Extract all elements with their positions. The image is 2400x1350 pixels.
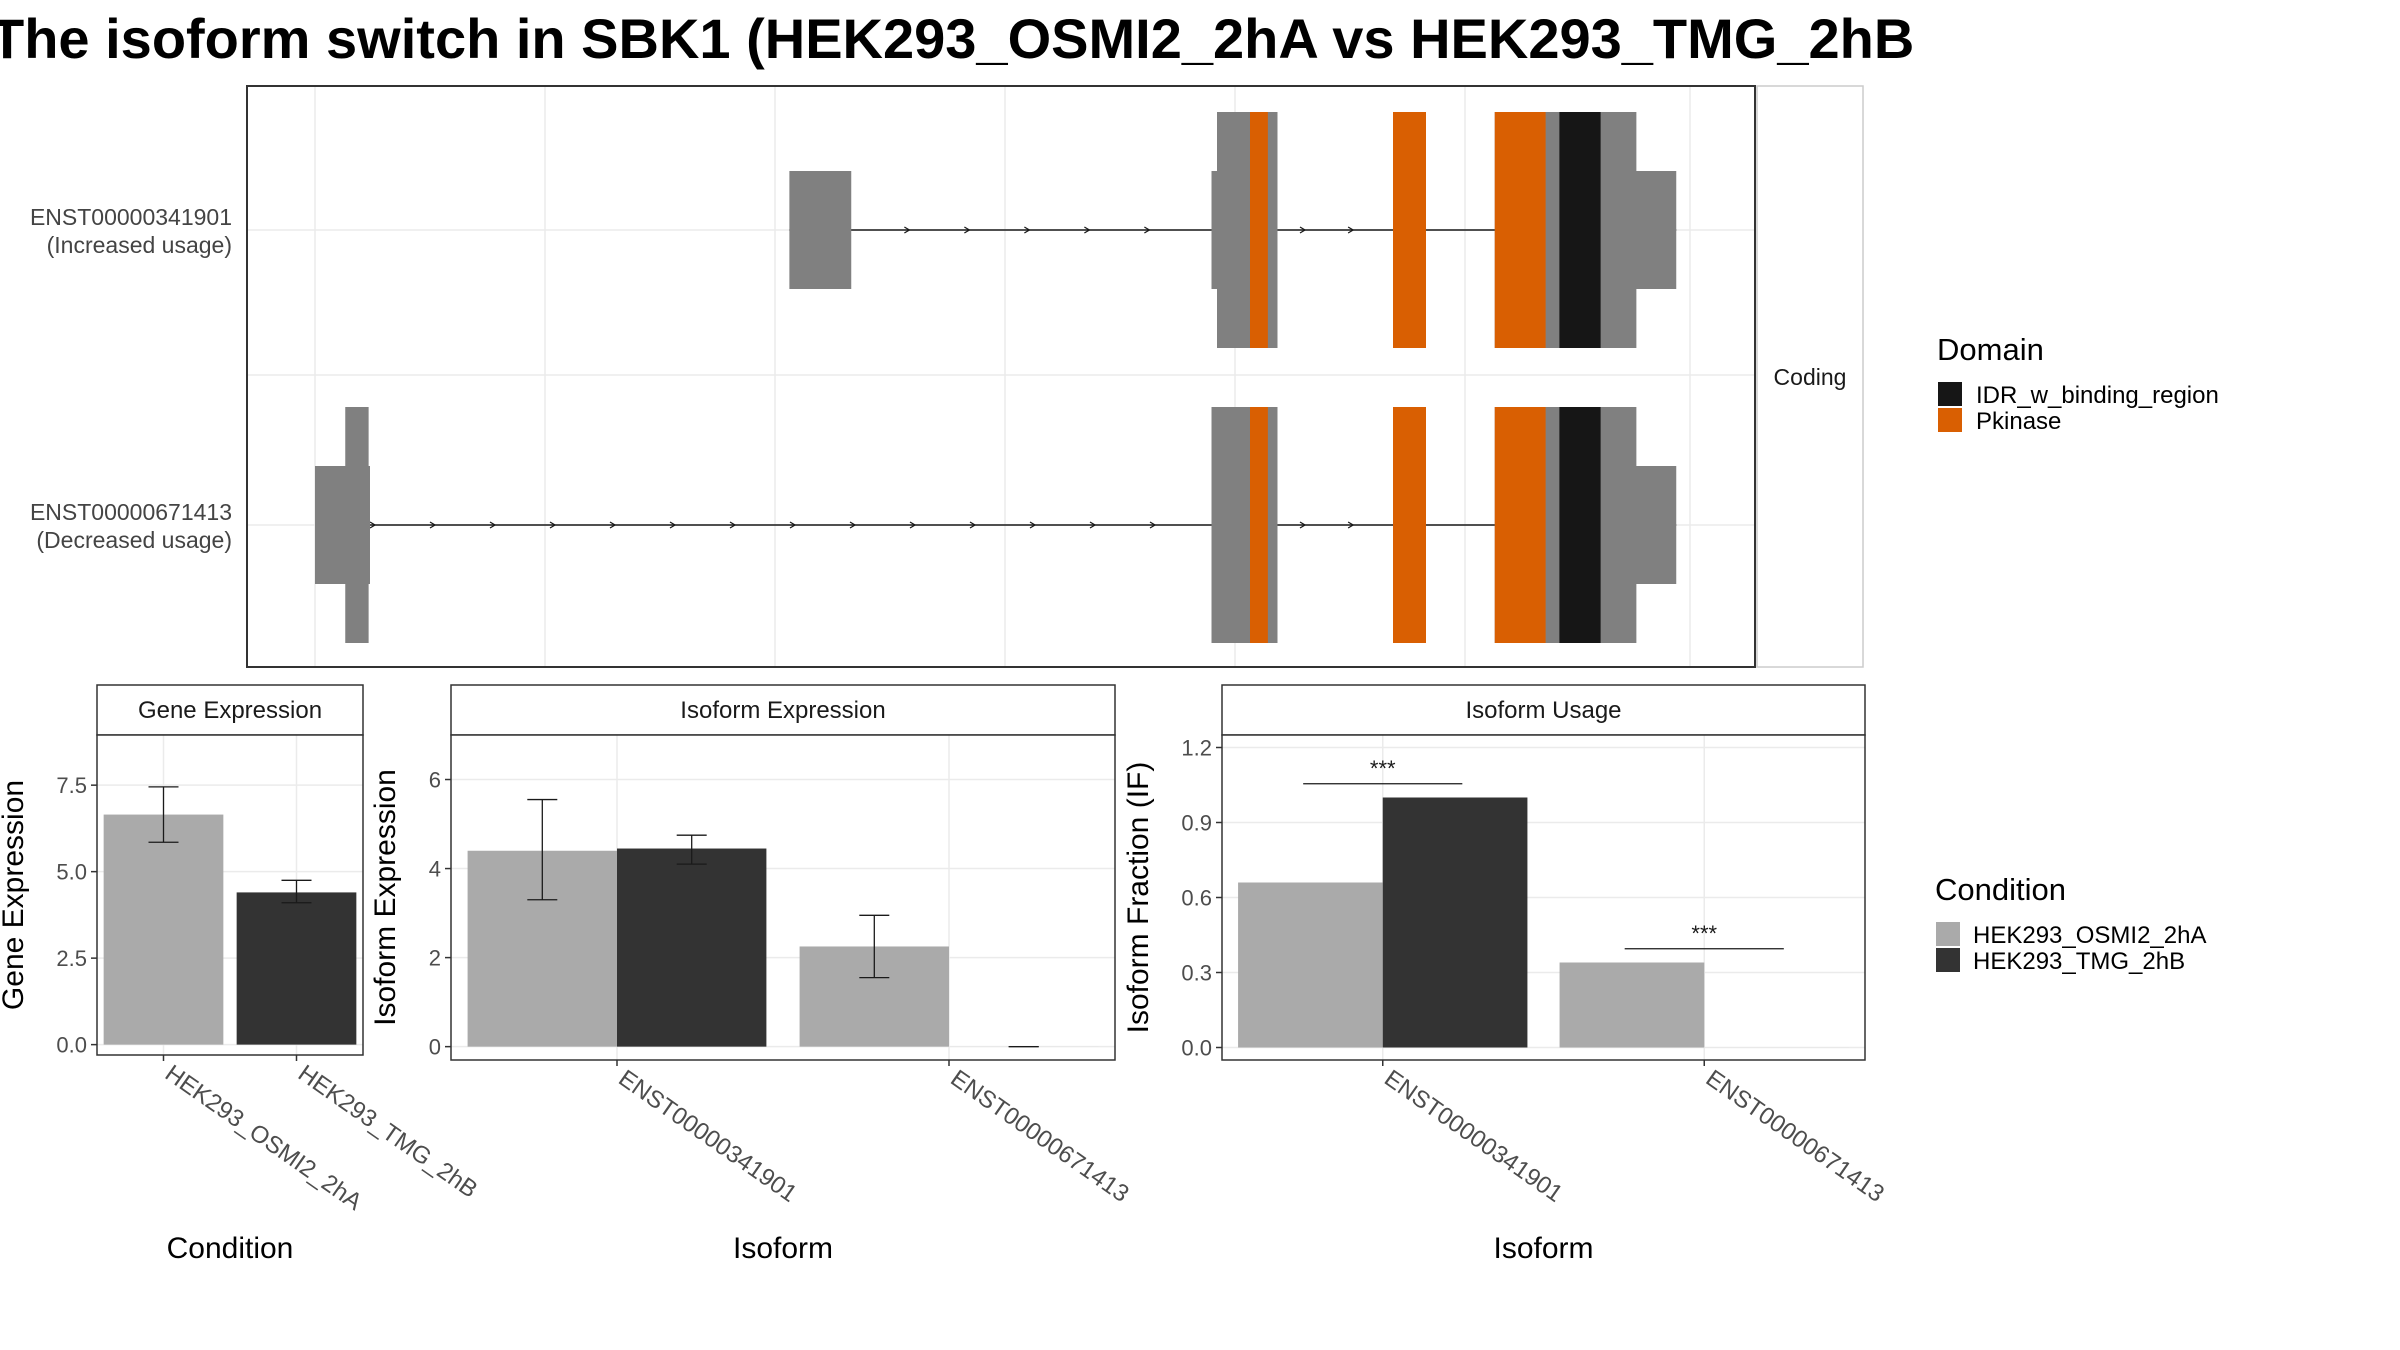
panel-strip bbox=[450, 684, 1116, 736]
legend-swatch-idr bbox=[1938, 382, 1962, 406]
intron-arrow bbox=[849, 521, 857, 529]
y-tick-label: 0.9 bbox=[1181, 811, 1212, 836]
x-tick-label: ENST00000341901 bbox=[1379, 1065, 1567, 1208]
y-tick-label: 0 bbox=[429, 1035, 441, 1060]
pkinase-domain bbox=[1494, 112, 1546, 348]
y-tick-label: 6 bbox=[429, 768, 441, 793]
significance-label: *** bbox=[1370, 756, 1396, 781]
legend-label-condB: HEK293_TMG_2hB bbox=[1973, 948, 2185, 975]
x-tick-label: ENST00000671413 bbox=[1701, 1065, 1889, 1208]
condition-legend: Condition HEK293_OSMI2_2hA HEK293_TMG_2h… bbox=[1935, 872, 2206, 975]
isoform-id-label: ENST00000341901 bbox=[30, 204, 232, 230]
intron-arrow bbox=[549, 521, 557, 529]
y-tick-label: 0.3 bbox=[1181, 961, 1212, 986]
intron-arrow bbox=[1149, 521, 1157, 529]
intron-arrow bbox=[1347, 521, 1355, 529]
intron-arrow bbox=[789, 521, 797, 529]
bar-condA bbox=[103, 814, 224, 1045]
intron-arrow bbox=[969, 521, 977, 529]
panel-border bbox=[450, 734, 1116, 1061]
utr-exon bbox=[789, 171, 852, 289]
intron-arrow bbox=[909, 521, 917, 529]
y-tick-label: 1.2 bbox=[1181, 736, 1212, 761]
domain-legend: Domain IDR_w_binding_region Pkinase bbox=[1937, 332, 2219, 435]
isoform-structure-panel: Coding ENST00000341901(Increased usage) E… bbox=[30, 85, 1864, 668]
isoform-usage-panel: Isoform Usage 0.0 0.3 0.6 0.9 1.2 *** *** ENST00… bbox=[1122, 684, 1889, 1265]
intron-arrow bbox=[669, 521, 677, 529]
bar-condA bbox=[1238, 882, 1383, 1048]
legend-label-pkinase: Pkinase bbox=[1976, 408, 2061, 435]
intron-arrow bbox=[729, 521, 737, 529]
intron-arrow bbox=[1024, 226, 1031, 234]
x-axis-title: Isoform bbox=[733, 1232, 833, 1265]
panel-strip-label: Gene Expression bbox=[138, 697, 322, 724]
cds-exon bbox=[1217, 112, 1278, 348]
structure-strip-label: Coding bbox=[1774, 364, 1847, 390]
intron-arrow bbox=[1089, 521, 1097, 529]
condition-legend-title: Condition bbox=[1935, 872, 2066, 907]
y-tick-label: 0.0 bbox=[56, 1033, 87, 1058]
x-tick-label: ENST00000341901 bbox=[614, 1065, 802, 1208]
intron-arrow bbox=[1084, 226, 1091, 234]
panel-strip-label: Isoform Usage bbox=[1465, 697, 1621, 724]
y-tick-label: 5.0 bbox=[56, 860, 87, 885]
panel-strip bbox=[1221, 684, 1866, 736]
intron-arrow bbox=[609, 521, 617, 529]
pkinase-domain bbox=[1393, 112, 1426, 348]
y-tick-label: 0.6 bbox=[1181, 886, 1212, 911]
y-axis-title: Gene Expression bbox=[0, 780, 30, 1010]
structure-strip bbox=[1756, 85, 1864, 668]
y-tick-label: 2.5 bbox=[56, 946, 87, 971]
domain-legend-title: Domain bbox=[1937, 332, 2044, 367]
legend-label-condA: HEK293_OSMI2_2hA bbox=[1973, 922, 2206, 949]
idr-domain bbox=[1559, 407, 1601, 643]
intron-arrow bbox=[1144, 226, 1151, 234]
y-tick-label: 2 bbox=[429, 946, 441, 971]
intron-arrow bbox=[1299, 521, 1307, 529]
idr-domain bbox=[1559, 112, 1601, 348]
y-tick-label: 4 bbox=[429, 857, 441, 882]
panel-border bbox=[1221, 734, 1866, 1061]
y-tick-label: 7.5 bbox=[56, 773, 87, 798]
intron-arrow bbox=[1347, 226, 1355, 234]
x-axis-title: Isoform bbox=[1493, 1232, 1593, 1265]
legend-swatch-condA bbox=[1936, 922, 1960, 946]
legend-label-idr: IDR_w_binding_region bbox=[1976, 382, 2219, 409]
pkinase-domain bbox=[1393, 407, 1426, 643]
x-tick-label: ENST00000671413 bbox=[946, 1065, 1134, 1208]
intron-arrow bbox=[489, 521, 497, 529]
bar-condB bbox=[236, 892, 357, 1045]
intron-arrow bbox=[964, 226, 971, 234]
isoform-usage-label: (Increased usage) bbox=[47, 232, 232, 258]
panel-border bbox=[96, 734, 364, 1056]
intron-arrow bbox=[1029, 521, 1037, 529]
pkinase-domain bbox=[1494, 407, 1546, 643]
utr-exon bbox=[1211, 171, 1222, 289]
isoform-usage-label: (Decreased usage) bbox=[36, 527, 232, 553]
intron-arrow bbox=[369, 521, 377, 529]
intron-arrow bbox=[1299, 226, 1307, 234]
figure-title: The isoform switch in SBK1 (HEK293_OSMI2… bbox=[0, 7, 1914, 70]
pkinase-domain bbox=[1250, 407, 1268, 643]
y-tick-label: 0.0 bbox=[1181, 1036, 1212, 1061]
panel-strip-label: Isoform Expression bbox=[680, 697, 885, 724]
legend-swatch-condB bbox=[1936, 948, 1960, 972]
pkinase-domain bbox=[1250, 112, 1268, 348]
legend-swatch-pkinase bbox=[1938, 408, 1962, 432]
cds-exon bbox=[345, 407, 369, 643]
intron-arrow bbox=[429, 521, 437, 529]
bar-condB bbox=[1382, 797, 1528, 1048]
significance-label: *** bbox=[1691, 921, 1717, 946]
isoform-id-label: ENST00000671413 bbox=[30, 499, 232, 525]
gene-expression-panel: Gene Expression0.02.55.07.5HEK293_OSMI2_… bbox=[0, 684, 482, 1265]
bar-condA bbox=[1559, 962, 1705, 1048]
y-axis-title: Isoform Fraction (IF) bbox=[1122, 762, 1155, 1034]
panel-strip bbox=[96, 684, 364, 736]
intron-arrow bbox=[904, 226, 911, 234]
y-axis-title: Isoform Expression bbox=[369, 769, 402, 1026]
isoform-expression-panel: Isoform Expression 0 2 4 6 ENST00000341901 ENS… bbox=[369, 684, 1134, 1265]
x-axis-title: Condition bbox=[167, 1232, 294, 1265]
bar-condB bbox=[617, 848, 767, 1047]
